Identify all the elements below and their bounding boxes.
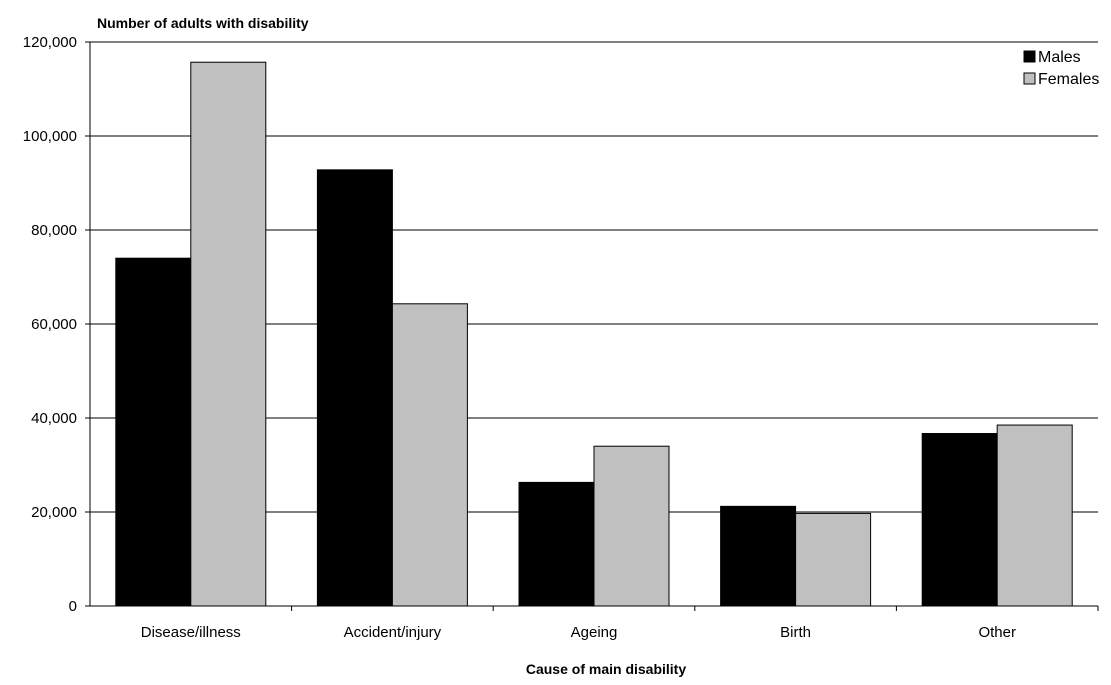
y-tick-label: 0	[69, 598, 77, 615]
bar-females	[996, 424, 1073, 607]
y-tick-label: 20,000	[31, 504, 77, 521]
bar-males	[115, 257, 192, 607]
y-tick-label: 80,000	[31, 222, 77, 239]
legend: Males Females	[1023, 49, 1099, 88]
bar-males	[316, 169, 393, 607]
bar-females	[593, 445, 670, 607]
x-tick-label: Accident/injury	[344, 624, 442, 641]
axes	[85, 41, 1099, 611]
bars	[115, 61, 1073, 607]
bar-females	[795, 512, 872, 607]
bar-males	[720, 505, 797, 607]
x-tick-label: Disease/illness	[141, 624, 241, 641]
bar-females	[391, 303, 468, 607]
bar-males	[921, 433, 998, 607]
legend-label-males: Males	[1038, 49, 1081, 66]
x-axis-title: Cause of main disability	[526, 661, 686, 677]
y-axis-title: Number of adults with disability	[97, 15, 309, 31]
x-tick-label: Birth	[780, 624, 811, 641]
bar-females	[190, 61, 267, 607]
x-tick-labels: Disease/illness Accident/injury Ageing Birt…	[141, 624, 1016, 641]
x-tick-label: Other	[978, 624, 1016, 641]
y-tick-label: 60,000	[31, 316, 77, 333]
y-tick-label: 100,000	[23, 128, 77, 145]
legend-swatch-males	[1023, 50, 1036, 63]
bar-males	[518, 481, 595, 607]
x-tick-label: Ageing	[571, 624, 618, 641]
legend-swatch-females	[1023, 72, 1036, 85]
legend-label-females: Females	[1038, 71, 1099, 88]
y-tick-labels: 0 20,000 40,000 60,000 80,000 100,000 120,000	[23, 34, 77, 615]
y-tick-label: 40,000	[31, 410, 77, 427]
y-tick-label: 120,000	[23, 34, 77, 51]
